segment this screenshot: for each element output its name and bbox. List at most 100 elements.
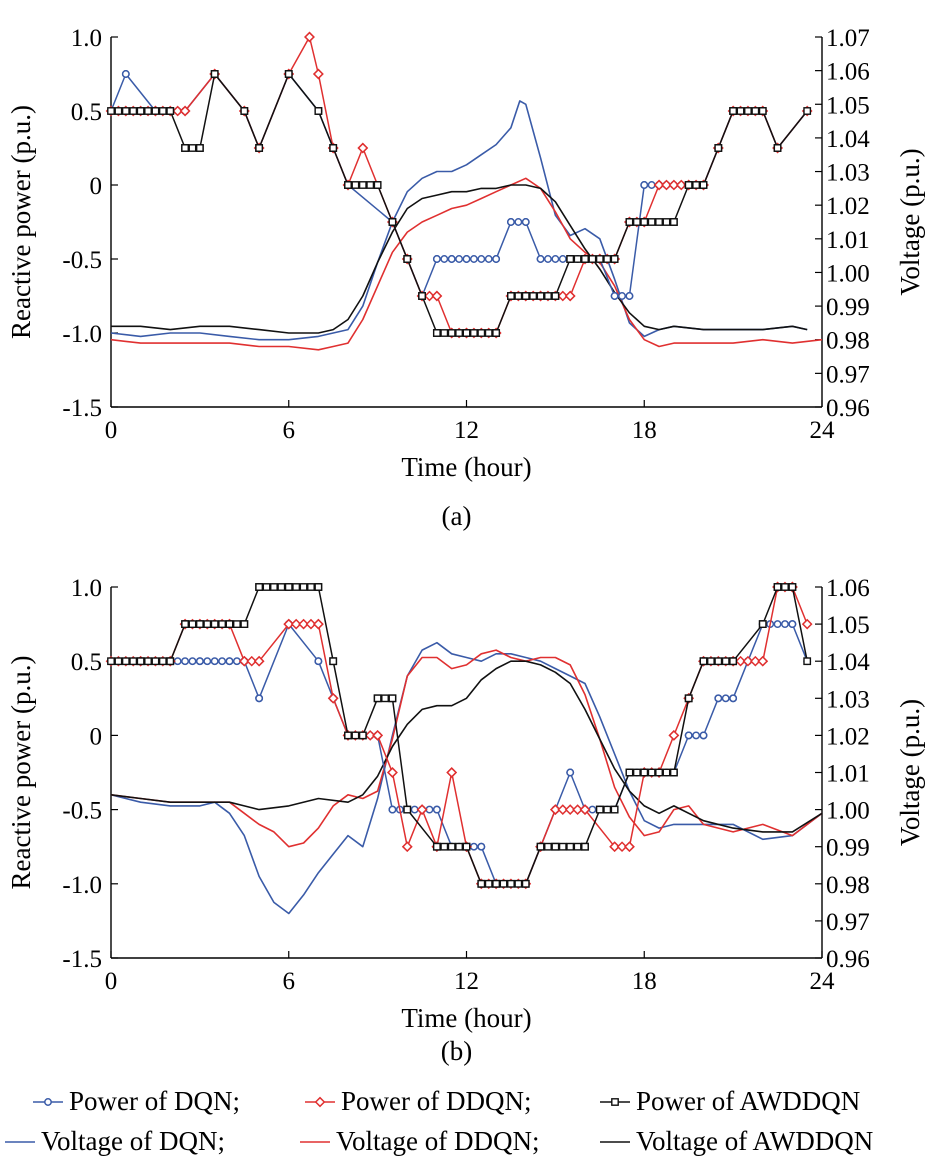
data-point bbox=[544, 292, 552, 300]
y-tick-label: 1.0 bbox=[71, 25, 102, 52]
data-point bbox=[558, 842, 567, 851]
data-point bbox=[655, 768, 663, 777]
y2-tick-label: 1.04 bbox=[826, 126, 870, 153]
data-point bbox=[662, 218, 671, 226]
data-point bbox=[550, 804, 561, 815]
data-point bbox=[544, 842, 552, 851]
data-point bbox=[195, 620, 204, 629]
data-point bbox=[729, 657, 738, 666]
data-point bbox=[788, 620, 797, 629]
data-point bbox=[581, 842, 589, 851]
y2-tick-label: 1.00 bbox=[826, 260, 870, 287]
data-point bbox=[313, 68, 324, 80]
data-point bbox=[521, 218, 530, 226]
data-point bbox=[440, 255, 449, 263]
y-tick-label: -1.0 bbox=[62, 321, 102, 348]
x-tick-label: 18 bbox=[632, 968, 657, 995]
x-axis-label: Time (hour) bbox=[401, 452, 531, 482]
data-point bbox=[432, 805, 441, 814]
data-point bbox=[233, 620, 241, 629]
data-point bbox=[181, 657, 190, 666]
y2-tick-label: 1.00 bbox=[826, 798, 870, 825]
data-point bbox=[313, 618, 324, 630]
data-point bbox=[632, 218, 641, 226]
y2-axis-label: Voltage (p.u.) bbox=[895, 148, 925, 295]
data-point bbox=[366, 181, 375, 189]
data-point bbox=[758, 620, 767, 629]
data-point bbox=[669, 768, 678, 777]
power-markers-power-of-awddqn bbox=[107, 70, 812, 337]
y-tick-label: 0.5 bbox=[71, 99, 102, 126]
data-point bbox=[151, 107, 160, 115]
data-point bbox=[729, 107, 738, 115]
y2-tick-label: 0.97 bbox=[826, 909, 870, 936]
data-point bbox=[551, 255, 560, 263]
data-point bbox=[514, 879, 523, 888]
data-point bbox=[358, 731, 367, 740]
legend-label: Voltage of DQN; bbox=[41, 1126, 225, 1156]
data-point bbox=[773, 144, 782, 152]
data-point bbox=[521, 292, 530, 300]
data-point bbox=[327, 692, 339, 704]
legend-swatch-marker bbox=[611, 1098, 619, 1106]
data-point bbox=[314, 107, 323, 115]
data-point bbox=[188, 657, 197, 666]
data-point bbox=[166, 107, 175, 115]
data-point bbox=[401, 841, 413, 853]
y2-tick-label: 1.05 bbox=[826, 612, 870, 639]
y2-axis-label: Voltage (p.u.) bbox=[895, 699, 925, 846]
data-point bbox=[640, 181, 649, 189]
data-point bbox=[181, 144, 189, 152]
x-tick-label: 18 bbox=[632, 417, 657, 444]
y2-tick-label: 0.99 bbox=[826, 835, 870, 862]
data-point bbox=[270, 583, 278, 591]
data-point bbox=[499, 879, 508, 888]
data-point bbox=[299, 583, 308, 591]
data-point bbox=[246, 655, 258, 667]
data-point bbox=[388, 218, 397, 226]
data-point bbox=[692, 731, 701, 740]
y2-tick-label: 1.01 bbox=[826, 227, 870, 254]
y-tick-label: -0.5 bbox=[62, 247, 102, 274]
data-point bbox=[225, 657, 234, 666]
legend-entry: Voltage of DDQN; bbox=[300, 1126, 539, 1156]
x-tick-label: 6 bbox=[283, 417, 296, 444]
data-point bbox=[381, 694, 389, 703]
power-line-power-of-awddqn bbox=[111, 73, 808, 334]
panel-label: (b) bbox=[441, 1036, 472, 1066]
data-point bbox=[661, 179, 672, 191]
data-point bbox=[803, 657, 812, 666]
legend-entry: Power of DQN; bbox=[33, 1086, 240, 1116]
power-markers-power-of-awddqn bbox=[107, 583, 812, 888]
data-point bbox=[536, 842, 545, 851]
data-point bbox=[388, 805, 397, 814]
data-point bbox=[640, 218, 649, 226]
data-point bbox=[121, 107, 130, 115]
x-tick-label: 12 bbox=[454, 417, 479, 444]
data-point bbox=[647, 218, 656, 226]
data-point bbox=[166, 657, 175, 666]
data-point bbox=[668, 179, 680, 191]
data-point bbox=[699, 731, 708, 740]
legend-swatch-marker bbox=[44, 1098, 52, 1106]
data-point bbox=[203, 657, 212, 666]
legend-swatch-marker bbox=[314, 1096, 326, 1108]
data-point bbox=[255, 694, 264, 703]
panel-b: 0 6 12 18 24 -1.5 -1.0 -0.5 0 0.5 1.0 0.96 0.97 0.98 0… bbox=[6, 575, 925, 1066]
data-point bbox=[699, 657, 708, 666]
x-tick-label: 12 bbox=[454, 968, 479, 995]
y2-tick-label: 1.05 bbox=[826, 92, 870, 119]
x-tick-label: 24 bbox=[810, 417, 836, 444]
data-point bbox=[292, 583, 301, 591]
data-point bbox=[699, 181, 708, 189]
power-line-power-of-dqn bbox=[111, 623, 808, 885]
data-point bbox=[344, 731, 352, 740]
data-point bbox=[595, 255, 604, 263]
y2-tick-label: 1.03 bbox=[826, 160, 870, 187]
data-point bbox=[455, 255, 464, 263]
data-point bbox=[595, 805, 604, 814]
y-tick-label: -0.5 bbox=[62, 798, 102, 825]
voltage-line-voltage-of-dqn bbox=[111, 641, 822, 915]
data-point bbox=[692, 181, 700, 189]
data-point bbox=[240, 620, 249, 629]
